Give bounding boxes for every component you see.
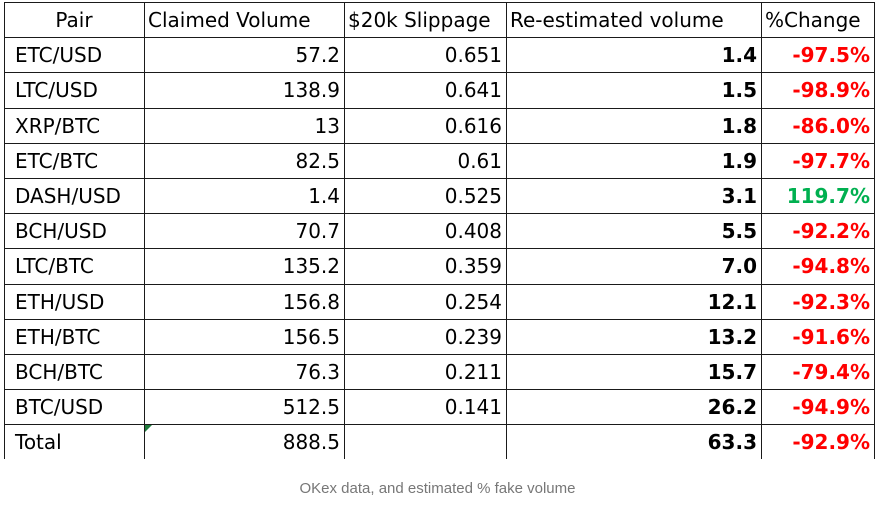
table-row: ETC/BTC 82.5 0.61 1.9 -97.7% <box>4 142 875 179</box>
pair-cell: BCH/USD <box>4 213 145 250</box>
change-cell: -79.4% <box>761 353 875 391</box>
pair-cell: BCH/BTC <box>4 353 145 391</box>
reestimated-volume-cell: 1.8 <box>506 107 762 144</box>
claimed-volume-cell: 156.5 <box>144 318 345 355</box>
table-row: ETC/USD 57.2 0.651 1.4 -97.5% <box>4 37 875 74</box>
claimed-volume-cell: 76.3 <box>144 353 345 391</box>
table-row: ETH/BTC 156.5 0.239 13.2 -91.6% <box>4 318 875 355</box>
pair-cell: LTC/USD <box>4 72 145 109</box>
claimed-volume-cell: 156.8 <box>144 283 345 320</box>
claimed-volume-cell: 135.2 <box>144 248 345 285</box>
slippage-cell: 0.616 <box>344 107 507 144</box>
table-row: ETH/USD 156.8 0.254 12.1 -92.3% <box>4 283 875 320</box>
table-row: LTC/USD 138.9 0.641 1.5 -98.9% <box>4 72 875 109</box>
total-slippage-cell <box>344 424 507 460</box>
reestimated-volume-cell: 3.1 <box>506 177 762 215</box>
total-label-cell: Total <box>4 424 145 460</box>
slippage-cell: 0.141 <box>344 389 507 426</box>
table-row: BTC/USD 512.5 0.141 26.2 -94.9% <box>4 389 875 426</box>
total-change-cell: -92.9% <box>761 424 875 460</box>
image-caption: OKex data, and estimated % fake volume <box>299 480 576 497</box>
table-row: LTC/BTC 135.2 0.359 7.0 -94.8% <box>4 248 875 285</box>
reestimated-volume-cell: 12.1 <box>506 283 762 320</box>
slippage-cell: 0.641 <box>344 72 507 109</box>
change-cell: -98.9% <box>761 72 875 109</box>
table-row: BCH/USD 70.7 0.408 5.5 -92.2% <box>4 213 875 250</box>
change-cell: -97.7% <box>761 142 875 179</box>
slippage-cell: 0.525 <box>344 177 507 215</box>
slippage-cell: 0.651 <box>344 37 507 74</box>
cell-comment-marker-icon <box>145 425 152 433</box>
total-claimed-value: 888.5 <box>282 430 340 455</box>
reestimated-volume-cell: 15.7 <box>506 353 762 391</box>
pair-cell: ETH/BTC <box>4 318 145 355</box>
reestimated-volume-cell: 7.0 <box>506 248 762 285</box>
claimed-volume-cell: 512.5 <box>144 389 345 426</box>
change-cell: -91.6% <box>761 318 875 355</box>
change-cell: -94.8% <box>761 248 875 285</box>
change-cell: -92.3% <box>761 283 875 320</box>
slippage-cell: 0.359 <box>344 248 507 285</box>
header-pair: Pair <box>4 1 145 39</box>
table-row: XRP/BTC 13 0.616 1.8 -86.0% <box>4 107 875 144</box>
reestimated-volume-cell: 26.2 <box>506 389 762 426</box>
slippage-cell: 0.254 <box>344 283 507 320</box>
reestimated-volume-cell: 5.5 <box>506 213 762 250</box>
pair-cell: ETC/USD <box>4 37 145 74</box>
header-claimed-volume: Claimed Volume <box>144 1 345 39</box>
header-reestimated-volume: Re-estimated volume <box>506 1 762 39</box>
reestimated-volume-cell: 1.5 <box>506 72 762 109</box>
pair-cell: ETH/USD <box>4 283 145 320</box>
change-cell: -92.2% <box>761 213 875 250</box>
pair-cell: LTC/BTC <box>4 248 145 285</box>
slippage-cell: 0.408 <box>344 213 507 250</box>
slippage-cell: 0.239 <box>344 318 507 355</box>
reestimated-volume-cell: 1.9 <box>506 142 762 179</box>
header-row: Pair Claimed Volume $20k Slippage Re-est… <box>4 1 875 39</box>
slippage-cell: 0.61 <box>344 142 507 179</box>
pair-cell: XRP/BTC <box>4 107 145 144</box>
total-reestimated-volume-cell: 63.3 <box>506 424 762 460</box>
claimed-volume-cell: 82.5 <box>144 142 345 179</box>
claimed-volume-cell: 13 <box>144 107 345 144</box>
table-row: DASH/USD 1.4 0.525 3.1 119.7% <box>4 177 875 215</box>
claimed-volume-cell: 1.4 <box>144 177 345 215</box>
change-cell: -97.5% <box>761 37 875 74</box>
table-row: BCH/BTC 76.3 0.211 15.7 -79.4% <box>4 353 875 391</box>
pair-cell: ETC/BTC <box>4 142 145 179</box>
change-cell: 119.7% <box>761 177 875 215</box>
change-cell: -86.0% <box>761 107 875 144</box>
reestimated-volume-cell: 13.2 <box>506 318 762 355</box>
volume-table: Pair Claimed Volume $20k Slippage Re-est… <box>4 1 875 460</box>
header-slippage: $20k Slippage <box>344 1 507 39</box>
total-row: Total 888.5 63.3 -92.9% <box>4 424 875 460</box>
header-change: %Change <box>761 1 875 39</box>
pair-cell: DASH/USD <box>4 177 145 215</box>
claimed-volume-cell: 138.9 <box>144 72 345 109</box>
slippage-cell: 0.211 <box>344 353 507 391</box>
pair-cell: BTC/USD <box>4 389 145 426</box>
spreadsheet-table: Pair Claimed Volume $20k Slippage Re-est… <box>4 1 875 460</box>
reestimated-volume-cell: 1.4 <box>506 37 762 74</box>
total-claimed-volume-cell: 888.5 <box>144 424 345 460</box>
change-cell: -94.9% <box>761 389 875 426</box>
claimed-volume-cell: 57.2 <box>144 37 345 74</box>
claimed-volume-cell: 70.7 <box>144 213 345 250</box>
